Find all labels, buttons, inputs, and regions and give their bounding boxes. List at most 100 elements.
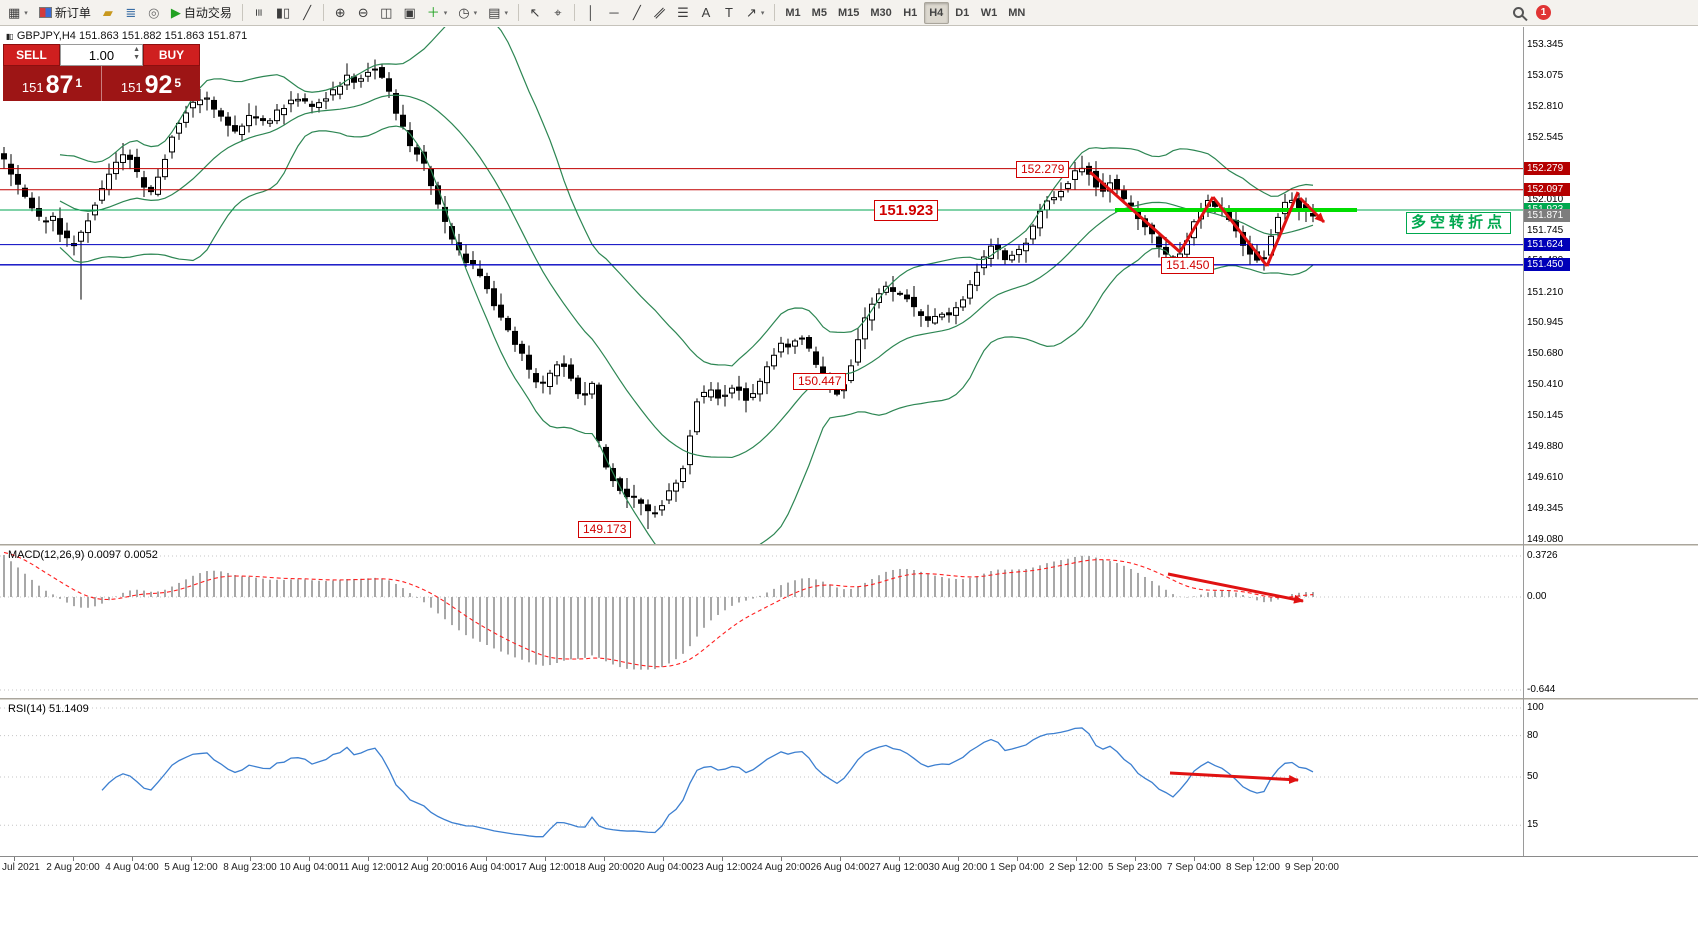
time-axis-label: 2 Aug 20:00 (46, 862, 100, 873)
time-axis-label: 24 Aug 20:00 (751, 862, 811, 873)
ohlc-readout: ▮▯ GBPJPY,H4 151.863 151.882 151.863 151… (6, 30, 247, 42)
price-annotation[interactable]: 151.923 (874, 199, 939, 221)
tile-windows-icon[interactable]: ◫ (380, 5, 393, 20)
price-axis-tag: 151.871 (1524, 209, 1570, 223)
time-axis-label: 9 Sep 20:00 (1285, 862, 1339, 873)
time-axis-tick (663, 857, 664, 861)
time-axis-tick (250, 857, 251, 861)
time-axis-tick (722, 857, 723, 861)
vertical-line-icon[interactable]: │ (586, 5, 596, 20)
bull-bear-turning-point-note[interactable]: 多空转折点 (1406, 212, 1512, 234)
sell-button[interactable]: SELL (3, 44, 60, 66)
ohlc-text: GBPJPY,H4 151.863 151.882 151.863 151.87… (16, 30, 248, 42)
macd-histogram (0, 551, 1523, 691)
new-order-button[interactable]: 新订单 (34, 2, 96, 24)
buy-button[interactable]: BUY (143, 44, 200, 66)
toolbar-separator (323, 4, 325, 21)
text-icon[interactable]: A (701, 5, 711, 20)
timeframe-h1[interactable]: H1 (903, 6, 918, 19)
timeframe-d1[interactable]: D1 (955, 6, 970, 19)
time-axis-tick (14, 857, 15, 861)
time-axis-tick (191, 857, 192, 861)
macd-indicator-label: MACD(12,26,9) 0.0097 0.0052 (8, 549, 158, 561)
panel-splitter-macd[interactable] (0, 544, 1698, 546)
volume-field[interactable]: 1.00 ▲ ▼ (60, 44, 143, 66)
price-axis-label: 150.680 (1527, 348, 1564, 360)
time-axis-tick (781, 857, 782, 861)
time-axis-tick (427, 857, 428, 861)
market-watch-icon[interactable]: ≣ (125, 5, 137, 20)
price-axis-label: 151.745 (1527, 224, 1564, 236)
trendline-icon[interactable]: ╱ (633, 5, 641, 20)
rsi-axis-label: 80 (1527, 729, 1539, 741)
templates-icon[interactable]: ▤ ▾ (488, 5, 508, 20)
new-chart-icon[interactable]: ▦ ▾ (8, 5, 28, 20)
time-axis-label: 1 Sep 04:00 (990, 862, 1044, 873)
time-axis-label: 5 Sep 23:00 (1108, 862, 1162, 873)
toolbar-separator (241, 4, 243, 21)
price-annotation[interactable]: 152.279 (1016, 160, 1070, 178)
toolbar-separator (774, 4, 776, 21)
timeframe-h4[interactable]: H4 (923, 1, 949, 24)
time-axis-label: 23 Aug 12:00 (692, 862, 752, 873)
time-axis-tick (486, 857, 487, 861)
macd-axis-label: 0.3726 (1527, 550, 1558, 561)
arrow-objects-icon[interactable]: ↗ ▾ (745, 5, 765, 20)
rsi-axis-label: 15 (1527, 819, 1539, 831)
panel-splitter-rsi[interactable] (0, 698, 1698, 700)
price-annotation[interactable]: 149.173 (578, 520, 632, 538)
profiles-icon[interactable]: ▰ (102, 5, 113, 20)
one-click-trading-panel: SELL 1.00 ▲ ▼ BUY 151 87 1 151 92 5 (3, 44, 200, 101)
time-axis-label: 17 Aug 12:00 (515, 862, 575, 873)
time-axis-tick (1312, 857, 1313, 861)
crosshair-icon[interactable]: ⌖ (554, 5, 562, 20)
timeframe-m5[interactable]: M5 (811, 6, 827, 19)
price-axis-tag: 151.450 (1524, 258, 1570, 272)
price-axis-label: 150.945 (1527, 317, 1564, 329)
navigator-icon[interactable]: ◎ (148, 5, 160, 20)
volume-increase-button[interactable]: ▲ (133, 46, 140, 53)
trend-arrows[interactable] (1089, 170, 1326, 785)
zoom-out-icon[interactable]: ⊖ (357, 5, 369, 20)
price-axis-label: 152.010 (1527, 193, 1564, 205)
volume-value[interactable]: 1.00 (88, 47, 115, 63)
price-axis-tag: 152.279 (1524, 162, 1570, 176)
timeframe-w1[interactable]: W1 (980, 6, 998, 19)
price-axis-label: 153.345 (1527, 39, 1564, 50)
bar-chart-icon[interactable]: ≡ (251, 8, 267, 17)
price-axis-label: 149.610 (1527, 472, 1564, 484)
timeframe-m15[interactable]: M15 (837, 6, 860, 19)
timeframe-m30[interactable]: M30 (870, 6, 892, 19)
periods-icon[interactable]: ◷ ▾ (458, 5, 478, 20)
price-annotation[interactable]: 150.447 (793, 373, 847, 391)
candlestick-chart-icon[interactable]: ▮▯ (275, 5, 291, 20)
cursor-icon[interactable]: ↖ (529, 5, 541, 20)
sell-price[interactable]: 151 87 1 (3, 66, 102, 101)
price-axis-label: 150.410 (1527, 379, 1564, 391)
cascade-windows-icon[interactable]: ▣ (403, 5, 416, 20)
autotrading-button[interactable]: ▶ 自动交易 (170, 5, 232, 20)
time-axis-label: 11 Aug 12:00 (338, 862, 398, 873)
search-icon[interactable] (1513, 7, 1524, 18)
price-axis-label: 149.080 (1527, 533, 1564, 545)
volume-spinner: ▲ ▼ (133, 46, 140, 62)
price-axis-tag: 151.624 (1524, 238, 1570, 252)
zoom-in-icon[interactable]: ⊕ (334, 5, 346, 20)
notification-badge[interactable]: 1 (1536, 5, 1551, 20)
channel-icon[interactable]: ∥ (652, 4, 668, 21)
volume-decrease-button[interactable]: ▼ (133, 54, 140, 61)
buy-price[interactable]: 151 92 5 (120, 71, 182, 99)
horizontal-line-icon[interactable]: ─ (609, 5, 619, 20)
line-chart-icon[interactable]: ╱ (303, 5, 312, 20)
text-label-icon[interactable]: T (724, 5, 733, 20)
time-axis-label: 26 Aug 04:00 (810, 862, 870, 873)
indicators-icon[interactable]: ＋ ▾ (426, 5, 448, 20)
timeframe-mn[interactable]: MN (1008, 6, 1026, 19)
time-axis[interactable]: 30 Jul 2021 2 Aug 20:00 4 Aug 04:00 5 Aug 1… (0, 856, 1698, 875)
time-axis-label: 5 Aug 12:00 (164, 862, 218, 873)
price-annotation[interactable]: 151.450 (1161, 256, 1215, 274)
fibonacci-icon[interactable]: ☰ (677, 5, 689, 20)
timeframe-m1[interactable]: M1 (785, 6, 801, 19)
time-axis-label: 8 Aug 23:00 (223, 862, 277, 873)
